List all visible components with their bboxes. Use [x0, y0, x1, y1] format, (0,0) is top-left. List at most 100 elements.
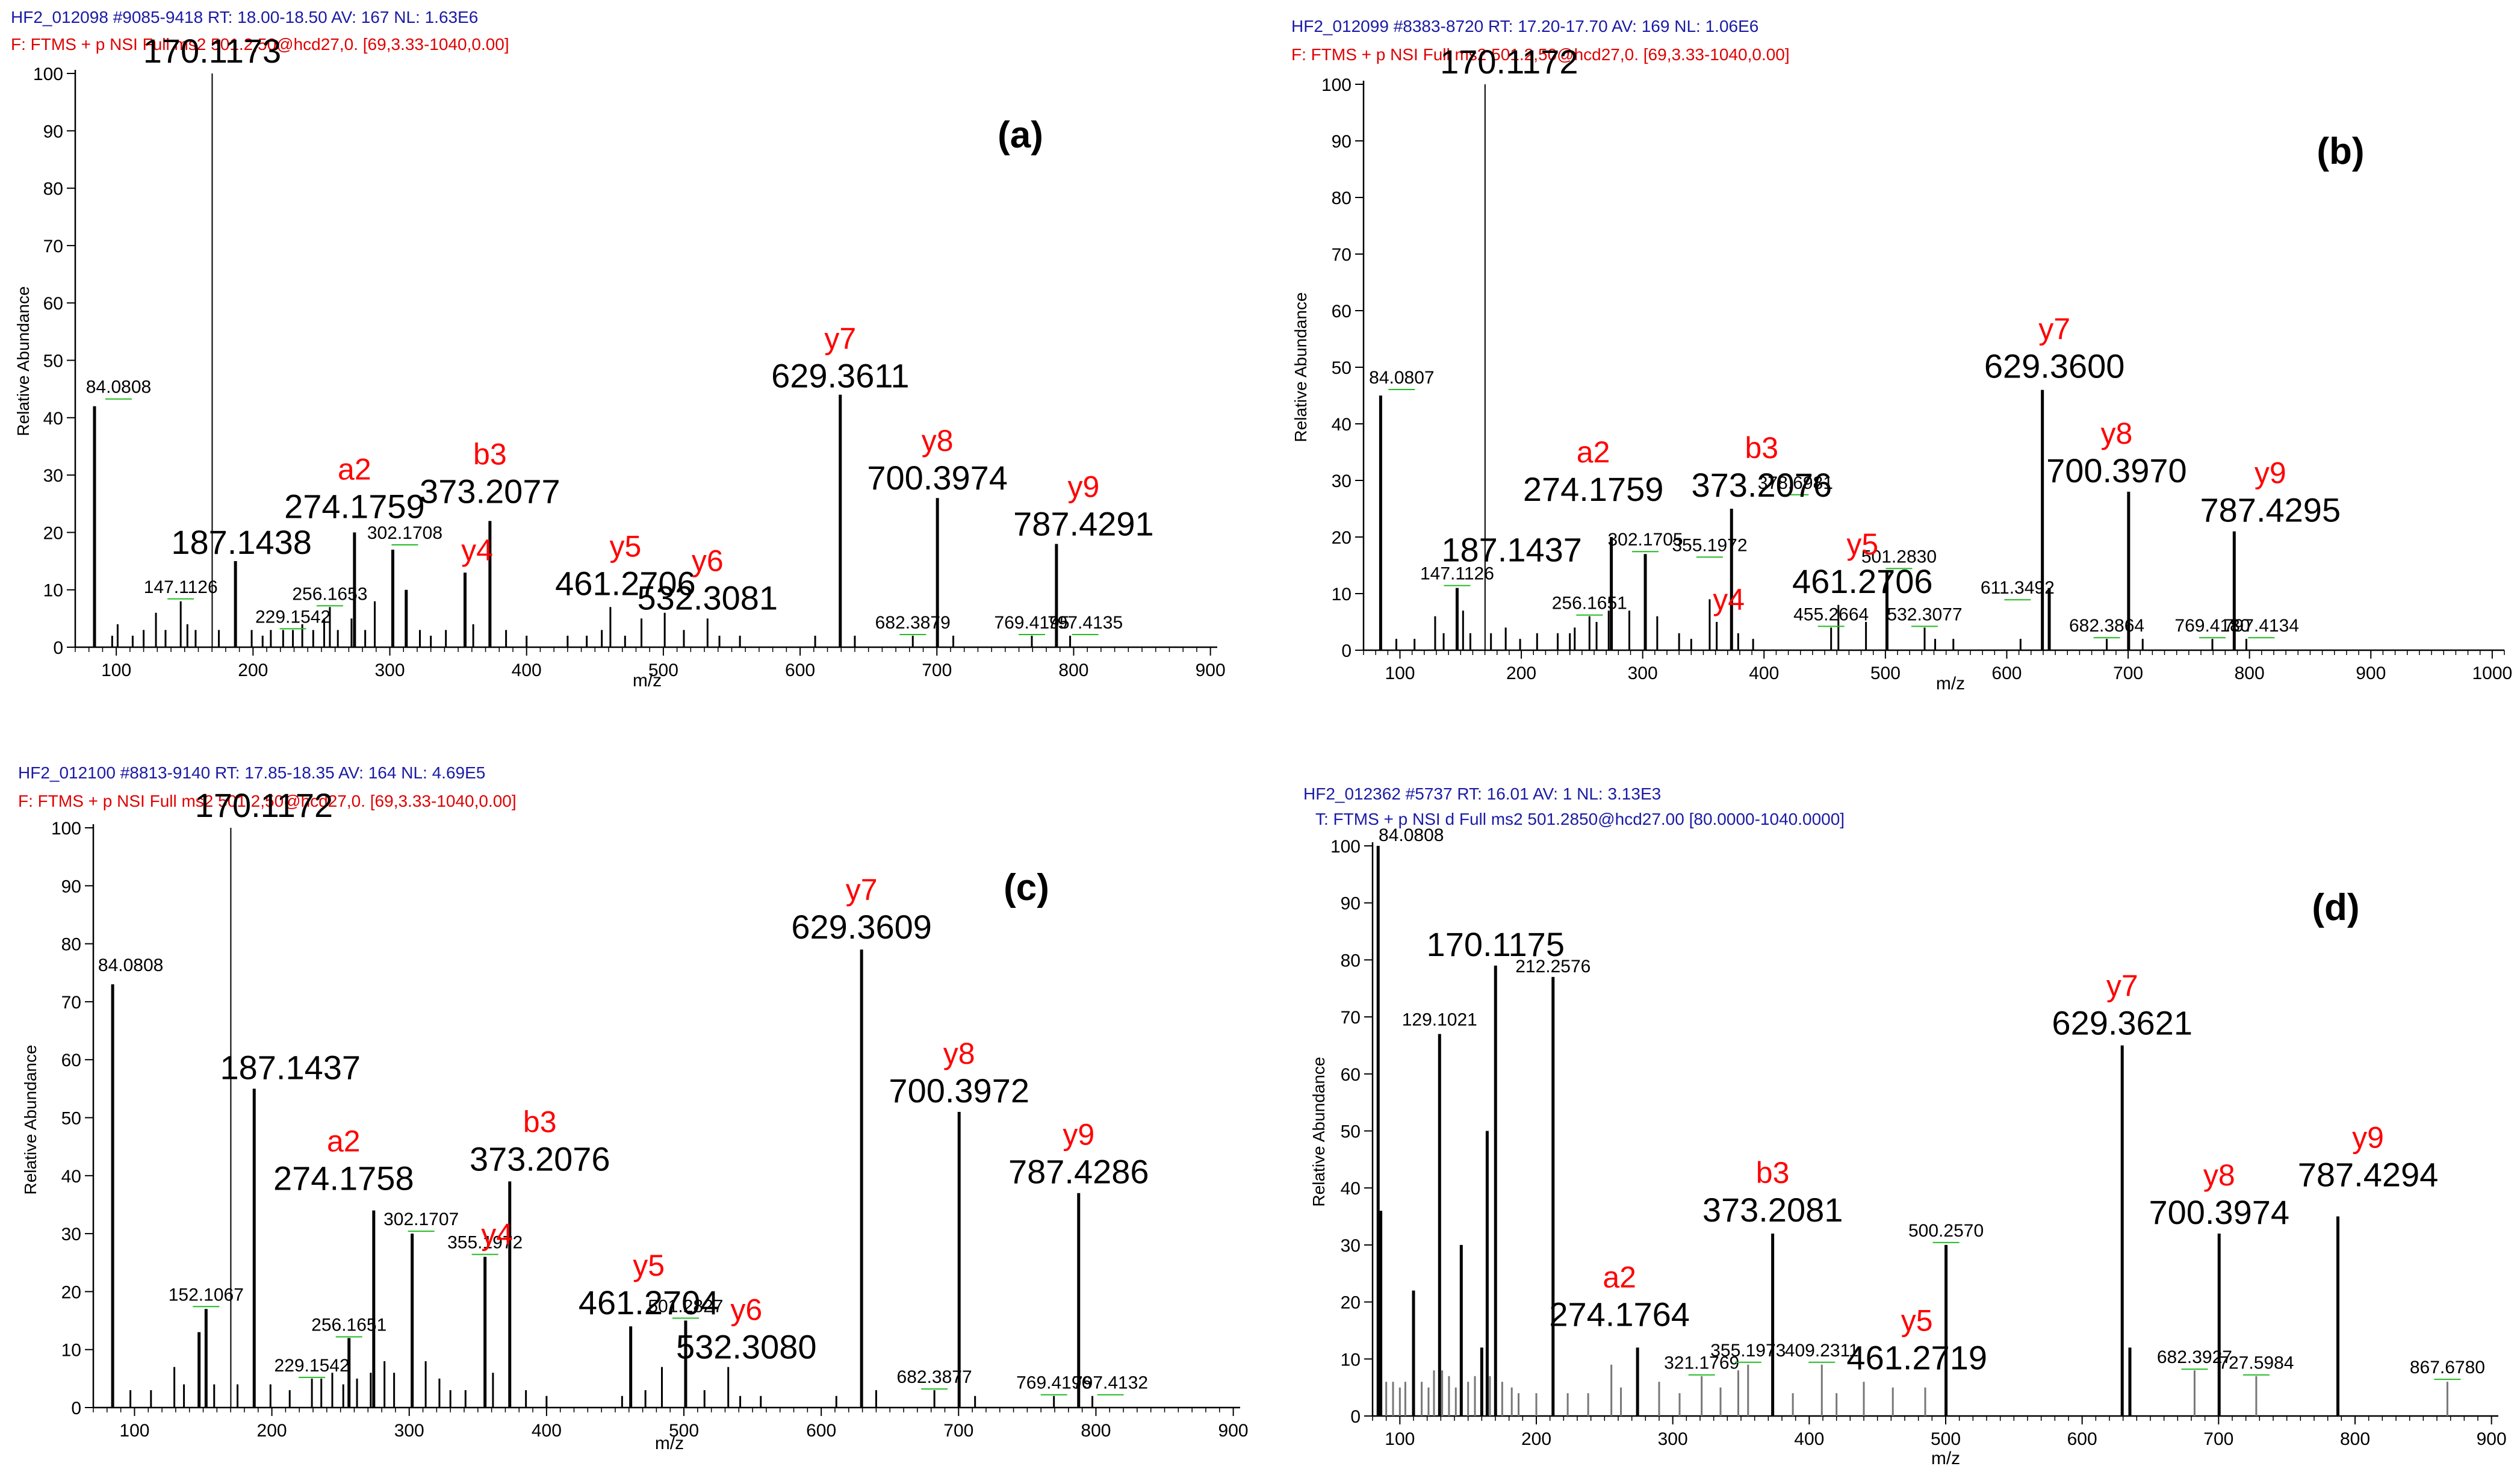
y-tick-label: 50 — [43, 352, 63, 371]
y-tick-label: 90 — [61, 877, 81, 896]
ion-label: y7 — [846, 873, 878, 907]
ion-label: a2 — [338, 452, 371, 486]
x-tick-label: 200 — [1506, 663, 1536, 683]
peak-label: 455.2664 — [1793, 604, 1869, 624]
peak-label: 501.2827 — [648, 1297, 723, 1317]
y-tick-label: 70 — [43, 237, 63, 256]
peak-label: 129.1021 — [1402, 1010, 1477, 1030]
peak-label: 84.0808 — [86, 377, 151, 397]
peak-label: 682.3864 — [2069, 616, 2144, 636]
peak-label: 84.0807 — [1369, 368, 1434, 388]
y-tick-label: 70 — [1341, 1008, 1361, 1028]
x-tick-label: 900 — [1196, 660, 1226, 680]
x-axis-label: m/z — [633, 671, 662, 691]
ion-label: y6 — [692, 544, 724, 577]
x-tick-label: 700 — [922, 660, 952, 680]
ion-label: y4 — [1713, 583, 1745, 616]
ion-label: a2 — [327, 1125, 361, 1158]
x-tick-label: 400 — [532, 1421, 562, 1441]
peak-label: 373.2076 — [470, 1140, 610, 1178]
peak-label: 769.4195 — [994, 613, 1069, 633]
peak-label: 700.3972 — [889, 1072, 1029, 1110]
y-tick-label: 40 — [43, 409, 63, 429]
y-tick-label: 30 — [43, 466, 63, 486]
peak-label: 229.1542 — [255, 607, 331, 627]
ion-label: y8 — [2100, 417, 2132, 450]
peak-label: 461.2719 — [1846, 1339, 1987, 1377]
filter-line: F: FTMS + p NSI Full ms2 501.2,50@hcd27,… — [1291, 45, 1790, 64]
peak-label: 629.3600 — [1984, 347, 2125, 385]
peak-label: 461.2704 — [579, 1284, 719, 1321]
peak-label: 152.1067 — [169, 1285, 244, 1305]
y-tick-label: 100 — [51, 819, 81, 839]
peak-label: 682.3877 — [897, 1367, 972, 1387]
peak-label: 256.1653 — [292, 584, 367, 604]
y-tick-label: 50 — [61, 1109, 81, 1129]
ion-label: y9 — [1067, 470, 1099, 503]
ion-label: y5 — [1846, 527, 1878, 561]
y-tick-label: 60 — [1341, 1065, 1361, 1085]
x-axis-label: m/z — [1936, 674, 1965, 694]
y-tick-label: 50 — [1341, 1122, 1361, 1142]
peak-label: 84.0808 — [98, 955, 163, 975]
peak-label: 700.3974 — [2149, 1193, 2289, 1231]
peak-label: 611.3492 — [1981, 578, 2055, 598]
x-tick-label: 500 — [648, 660, 678, 680]
filter-line: T: FTMS + p NSI d Full ms2 501.2850@hcd2… — [1315, 810, 1845, 828]
y-axis-label: Relative Abundance — [1291, 292, 1310, 442]
x-tick-label: 600 — [785, 660, 815, 680]
peak-label: 147.1126 — [1420, 564, 1494, 584]
peak-label: 700.3970 — [2046, 452, 2187, 489]
panel-b: HF2_012099 #8383-8720 RT: 17.20-17.70 AV… — [1291, 17, 2512, 694]
peak-label: 355.1973 — [1710, 1341, 1786, 1361]
peak-label: 355.1972 — [447, 1233, 523, 1253]
panel-label: (a) — [998, 114, 1043, 156]
peak-label: 321.1769 — [1664, 1353, 1739, 1373]
y-axis-label: Relative Abundance — [14, 286, 33, 436]
panel-label: (c) — [1004, 867, 1049, 908]
y-tick-label: 30 — [61, 1225, 81, 1244]
x-tick-label: 100 — [1385, 663, 1415, 683]
panel-label: (b) — [2317, 131, 2364, 172]
y-tick-label: 30 — [1332, 471, 1352, 491]
peak-label: 302.1707 — [383, 1209, 459, 1229]
x-tick-label: 100 — [101, 660, 131, 680]
x-tick-label: 200 — [238, 660, 268, 680]
x-tick-label: 1000 — [2472, 663, 2512, 683]
y-tick-label: 80 — [1332, 188, 1352, 208]
peak-label: 274.1759 — [284, 487, 425, 525]
peak-label: 373.2081 — [1702, 1191, 1843, 1229]
x-tick-label: 400 — [1794, 1429, 1824, 1449]
peak-label: 256.1651 — [311, 1315, 386, 1335]
ion-label: a2 — [1603, 1260, 1636, 1294]
ion-label: b3 — [523, 1105, 557, 1138]
y-tick-label: 10 — [61, 1341, 81, 1361]
peak-label: 170.1173 — [143, 32, 281, 70]
x-tick-label: 600 — [1991, 663, 2022, 683]
y-tick-label: 10 — [1341, 1350, 1361, 1370]
x-tick-label: 400 — [512, 660, 542, 680]
ion-label: y8 — [2203, 1158, 2235, 1192]
filter-line: F: FTMS + p NSI Full ms2 501.2,50@hcd27,… — [11, 35, 509, 54]
ion-label: y5 — [1901, 1304, 1933, 1338]
y-tick-label: 10 — [43, 581, 63, 601]
peak-label: 302.1708 — [367, 523, 442, 543]
peak-label: 700.3974 — [867, 459, 1008, 497]
peak-label: 629.3609 — [791, 908, 932, 946]
x-tick-label: 300 — [374, 660, 405, 680]
panel-a: HF2_012098 #9085-9418 RT: 18.00-18.50 AV… — [11, 8, 1226, 691]
x-tick-label: 500 — [669, 1421, 699, 1441]
ion-label: y9 — [2352, 1121, 2384, 1155]
peak-label: 461.2706 — [1792, 562, 1933, 600]
y-tick-label: 90 — [1332, 132, 1352, 152]
peak-label: 532.3080 — [676, 1328, 817, 1366]
peak-label: 229.1542 — [275, 1356, 350, 1376]
y-tick-label: 100 — [1321, 75, 1352, 95]
y-tick-label: 70 — [61, 993, 81, 1013]
ion-label: b3 — [1756, 1156, 1790, 1190]
x-tick-label: 700 — [943, 1421, 973, 1441]
x-tick-label: 500 — [1870, 663, 1901, 683]
y-tick-label: 100 — [33, 64, 63, 84]
scan-header: HF2_012099 #8383-8720 RT: 17.20-17.70 AV… — [1291, 17, 1758, 36]
x-tick-label: 600 — [806, 1421, 836, 1441]
